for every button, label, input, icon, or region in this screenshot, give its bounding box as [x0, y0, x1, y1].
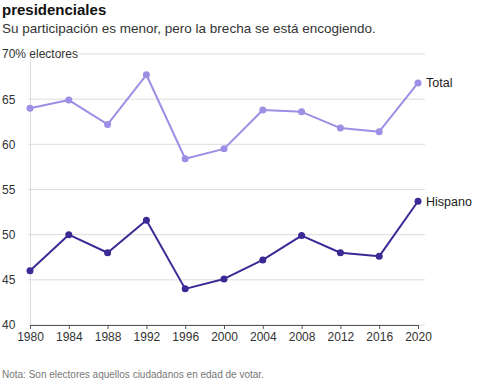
y-tick: 65	[2, 93, 30, 107]
x-tick-label: 1980	[17, 330, 44, 344]
x-tick-mark	[185, 325, 186, 329]
y-tick: 70% electores	[2, 47, 78, 61]
series-label: Total	[426, 76, 452, 90]
series-line	[30, 75, 418, 159]
y-tick-label: 40	[2, 318, 16, 332]
x-tick: 1984	[56, 325, 83, 344]
series-point	[298, 232, 305, 239]
grid-line	[28, 234, 425, 235]
x-tick-mark	[146, 325, 147, 329]
x-tick: 2000	[211, 325, 238, 344]
series-point	[337, 249, 344, 256]
x-tick-mark	[69, 325, 70, 329]
y-tick: 50	[2, 228, 30, 242]
series-point	[376, 253, 383, 260]
note: Nota: Son electores aquellos ciudadanos …	[2, 369, 264, 380]
x-tick-label: 2004	[250, 330, 277, 344]
y-axis-line	[30, 55, 31, 326]
series-point	[221, 145, 228, 152]
chart: presidenciales Su participación es menor,…	[0, 0, 480, 384]
grid-line	[28, 144, 425, 145]
series-point	[104, 121, 111, 128]
series-line	[30, 201, 418, 289]
x-tick-mark	[302, 325, 303, 329]
series-point	[415, 198, 422, 205]
y-tick-label: 55	[2, 183, 16, 197]
series-point	[415, 79, 422, 86]
x-tick-label: 2000	[211, 330, 238, 344]
grid-line	[28, 189, 425, 190]
x-tick-label: 1984	[56, 330, 83, 344]
y-tick-label: 45	[2, 273, 16, 287]
y-axis: 40 45 50 55 60 65 70% electores	[2, 47, 78, 332]
x-tick-mark	[30, 325, 31, 329]
x-tick-label: 1992	[134, 330, 161, 344]
x-tick-mark	[263, 325, 264, 329]
grid-line	[28, 99, 425, 100]
x-tick-label: 1988	[95, 330, 122, 344]
series-point	[376, 128, 383, 135]
x-tick-mark	[224, 325, 225, 329]
y-tick-label: 50	[2, 228, 16, 242]
series-label: Hispano	[426, 195, 472, 209]
x-tick: 2012	[328, 325, 355, 344]
series-point	[259, 256, 266, 263]
x-tick: 2008	[289, 325, 316, 344]
grid	[28, 54, 425, 325]
x-tick-label: 2012	[328, 330, 355, 344]
series-point	[182, 285, 189, 292]
series-point	[221, 275, 228, 282]
x-tick-label: 2008	[289, 330, 316, 344]
y-tick: 55	[2, 183, 30, 197]
x-tick-mark	[340, 325, 341, 329]
x-tick: 2020	[405, 325, 432, 344]
x-tick-label: 2016	[366, 330, 393, 344]
series-point	[337, 125, 344, 132]
series-point	[27, 267, 34, 274]
x-tick: 1980	[17, 325, 44, 344]
x-tick-mark	[108, 325, 109, 329]
x-axis: 1980 1984 1988 1992 1996 2000 2004 2008 2012 2016…	[17, 325, 432, 344]
x-tick: 1996	[172, 325, 199, 344]
y-tick: 60	[2, 138, 30, 152]
grid-line	[28, 325, 425, 326]
x-tick-label: 2020	[405, 330, 432, 344]
x-tick-mark	[379, 325, 380, 329]
series-point	[27, 105, 34, 112]
y-tick: 45	[2, 273, 30, 287]
y-tick-label: 65	[2, 93, 16, 107]
series-point	[65, 97, 72, 104]
series-point	[298, 108, 305, 115]
x-tick: 1992	[134, 325, 161, 344]
x-tick-mark	[418, 325, 419, 329]
series-point	[104, 249, 111, 256]
plot-area	[27, 71, 422, 292]
x-tick: 1988	[95, 325, 122, 344]
series-point	[65, 231, 72, 238]
series-point	[143, 217, 150, 224]
x-tick: 2016	[366, 325, 393, 344]
y-tick-label: 70% electores	[2, 47, 78, 61]
series-point	[259, 107, 266, 114]
title: presidenciales	[2, 1, 106, 18]
subtitle: Su participación es menor, pero la brech…	[2, 21, 376, 36]
series-point	[143, 71, 150, 78]
grid-line	[28, 54, 425, 55]
x-tick: 2004	[250, 325, 277, 344]
y-tick-label: 60	[2, 138, 16, 152]
series-point	[182, 155, 189, 162]
x-tick-label: 1996	[172, 330, 199, 344]
